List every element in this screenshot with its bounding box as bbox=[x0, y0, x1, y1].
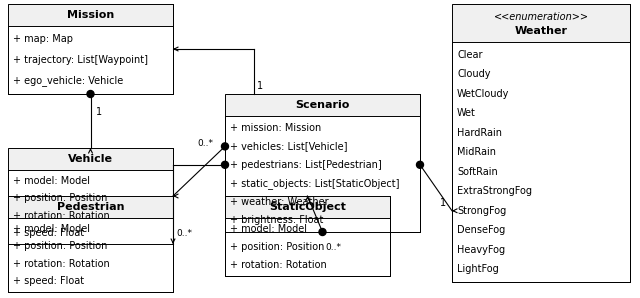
Circle shape bbox=[87, 91, 94, 97]
Text: WetCloudy: WetCloudy bbox=[457, 89, 509, 99]
Text: + static_objects: List[StaticObject]: + static_objects: List[StaticObject] bbox=[230, 178, 399, 189]
Bar bbox=[8, 4, 173, 26]
Bar bbox=[225, 94, 420, 232]
Text: DenseFog: DenseFog bbox=[457, 225, 505, 235]
Bar bbox=[8, 4, 173, 94]
Text: + model: Model: + model: Model bbox=[13, 176, 90, 186]
Text: + vehicles: List[Vehicle]: + vehicles: List[Vehicle] bbox=[230, 141, 348, 151]
Text: <<enumeration>>: <<enumeration>> bbox=[493, 12, 589, 22]
Text: HeavyFog: HeavyFog bbox=[457, 245, 505, 255]
Bar bbox=[225, 94, 420, 116]
Text: 0..*: 0..* bbox=[326, 243, 342, 252]
Text: MidRain: MidRain bbox=[457, 147, 496, 157]
Bar bbox=[8, 148, 173, 244]
Text: ExtraStrongFog: ExtraStrongFog bbox=[457, 186, 532, 196]
Text: + brightness: Float: + brightness: Float bbox=[230, 215, 323, 225]
Bar bbox=[225, 196, 390, 276]
Text: + model: Model: + model: Model bbox=[13, 224, 90, 234]
Text: Wet: Wet bbox=[457, 108, 476, 118]
Text: StrongFog: StrongFog bbox=[457, 206, 506, 216]
Text: + map: Map: + map: Map bbox=[13, 34, 73, 44]
Text: Mission: Mission bbox=[67, 10, 114, 20]
Circle shape bbox=[221, 143, 228, 150]
Bar bbox=[8, 4, 173, 94]
Text: + rotation: Rotation: + rotation: Rotation bbox=[13, 211, 109, 221]
Bar bbox=[452, 4, 630, 282]
Circle shape bbox=[319, 229, 326, 235]
Bar bbox=[8, 196, 173, 218]
Text: + speed: Float: + speed: Float bbox=[13, 276, 84, 286]
Text: HardRain: HardRain bbox=[457, 128, 502, 138]
Text: 0..*: 0..* bbox=[197, 139, 213, 148]
Text: Cloudy: Cloudy bbox=[457, 69, 490, 79]
Bar bbox=[225, 94, 420, 232]
Bar bbox=[225, 196, 390, 276]
Text: 0..*: 0..* bbox=[176, 229, 192, 238]
Bar bbox=[452, 4, 630, 42]
Text: Clear: Clear bbox=[457, 50, 483, 60]
Bar bbox=[8, 196, 173, 292]
Text: + rotation: Rotation: + rotation: Rotation bbox=[13, 259, 109, 268]
Text: + weather: Weather: + weather: Weather bbox=[230, 197, 328, 207]
Text: + model: Model: + model: Model bbox=[230, 224, 307, 235]
Text: + rotation: Rotation: + rotation: Rotation bbox=[230, 260, 327, 270]
Circle shape bbox=[221, 161, 228, 168]
Text: StaticObject: StaticObject bbox=[269, 202, 346, 212]
Text: Weather: Weather bbox=[515, 26, 568, 36]
Text: + trajectory: List[Waypoint]: + trajectory: List[Waypoint] bbox=[13, 55, 148, 65]
Text: Pedestrian: Pedestrian bbox=[57, 202, 124, 212]
Text: + pedestrians: List[Pedestrian]: + pedestrians: List[Pedestrian] bbox=[230, 160, 381, 170]
Bar bbox=[225, 196, 390, 218]
Text: 1: 1 bbox=[440, 198, 446, 208]
Text: Vehicle: Vehicle bbox=[68, 154, 113, 164]
Text: Scenario: Scenario bbox=[295, 100, 349, 110]
Bar bbox=[8, 148, 173, 244]
Text: + position: Position: + position: Position bbox=[13, 241, 108, 252]
Text: + position: Position: + position: Position bbox=[230, 242, 324, 252]
Text: 1: 1 bbox=[95, 107, 102, 117]
Text: + mission: Mission: + mission: Mission bbox=[230, 123, 321, 133]
Text: SoftRain: SoftRain bbox=[457, 167, 498, 177]
Bar bbox=[452, 4, 630, 282]
Circle shape bbox=[417, 161, 424, 168]
Bar bbox=[8, 148, 173, 170]
Text: 1: 1 bbox=[257, 81, 264, 91]
Text: + speed: Float: + speed: Float bbox=[13, 228, 84, 238]
Text: + position: Position: + position: Position bbox=[13, 193, 108, 204]
Text: LightFog: LightFog bbox=[457, 264, 499, 274]
Text: + ego_vehicle: Vehicle: + ego_vehicle: Vehicle bbox=[13, 75, 124, 86]
Bar bbox=[8, 196, 173, 292]
